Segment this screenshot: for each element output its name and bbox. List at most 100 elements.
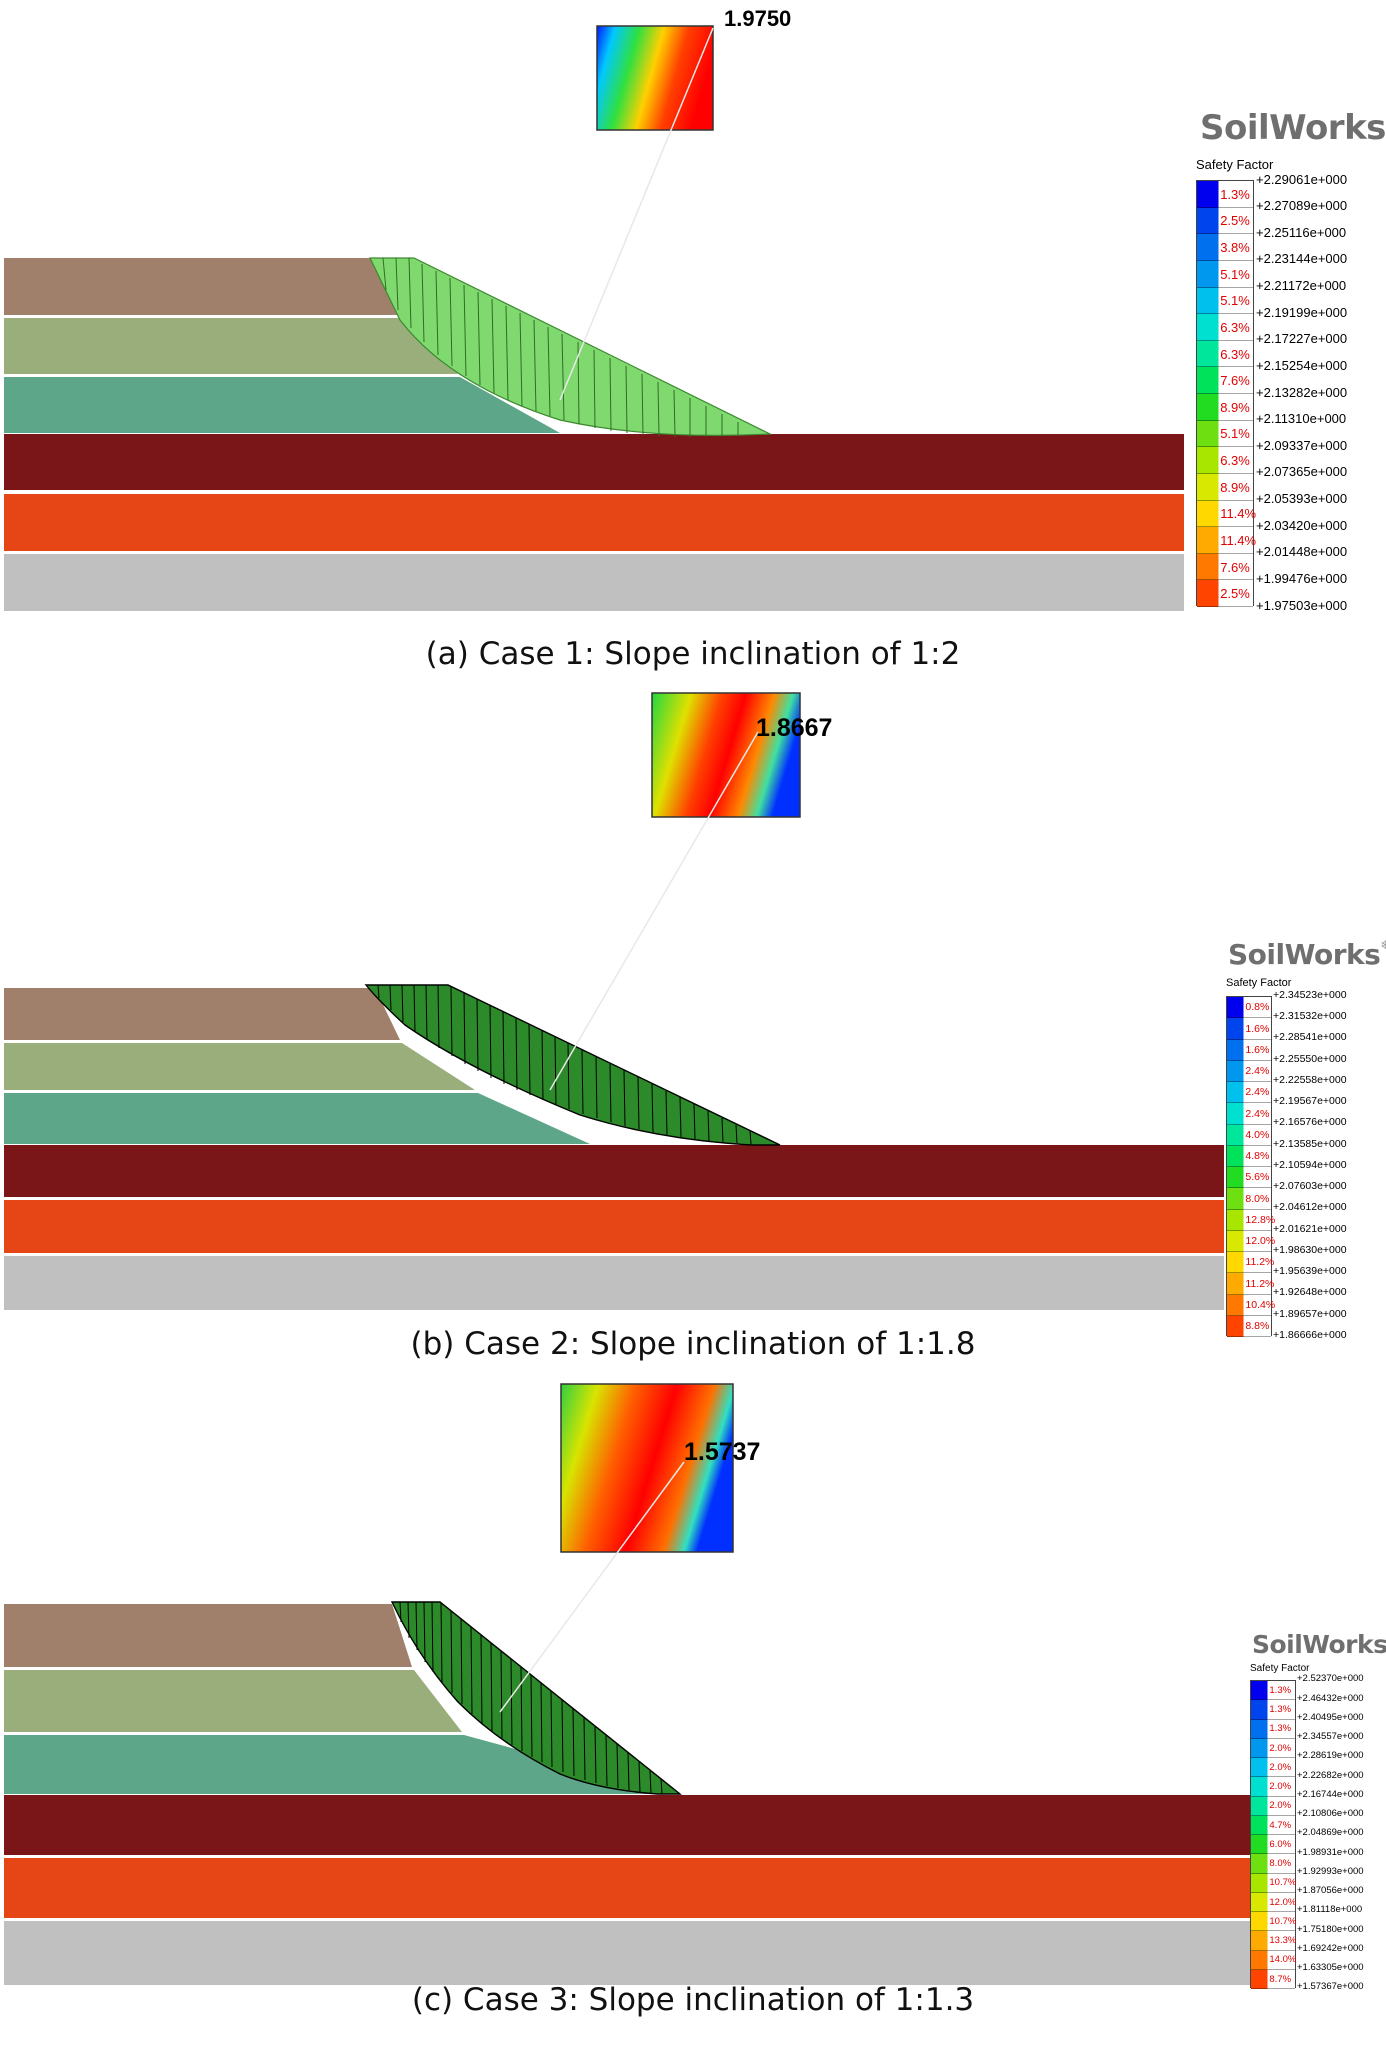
legend-case-2: SoilWorks❄ Safety Factor 0.8% 1.6% 1.6% 2.4…: [1224, 938, 1386, 1348]
scale-segment: [1227, 1294, 1271, 1316]
scale-percent: 8.9%: [1220, 479, 1250, 495]
scale-value: +1.86666e+000: [1273, 1328, 1347, 1341]
soilworks-logo: SoilWorks❄: [1228, 938, 1386, 971]
scale-percent: 5.1%: [1220, 293, 1250, 309]
scale-segment: [1197, 314, 1253, 341]
scale-value: +2.28541e+000: [1273, 1031, 1347, 1044]
scale-segment: [1227, 1124, 1271, 1146]
scale-segment: [1227, 1315, 1271, 1337]
soil-layer-6: [4, 1921, 1250, 1985]
panel-case-3: 1.5737 SoilWorks❄ Safety Factor 1.3%1.3%…: [0, 1382, 1386, 2057]
scale-value: +1.97503e+000: [1256, 597, 1348, 613]
scale-segment: [1197, 420, 1253, 448]
color-scale-bar: 1.3% 2.5% 3.8% 5.1% 5.1% 6.3% 6.3% 7.6% 8.9% 5.1%…: [1196, 180, 1257, 607]
scale-percent: 1.3%: [1269, 1684, 1292, 1696]
legend-title: Safety Factor: [1226, 977, 1292, 989]
scale-percent: 7.6%: [1220, 559, 1250, 575]
scale-percent: 11.2%: [1245, 1277, 1275, 1290]
scale-percent: 6.0%: [1269, 1838, 1292, 1850]
scale-value: +1.57367e+000: [1297, 1981, 1364, 1993]
slope-model-case-2: [4, 692, 1224, 1310]
scale-percent: 8.9%: [1220, 399, 1250, 415]
scale-segment: [1197, 553, 1253, 581]
scale-segment: [1197, 473, 1253, 501]
scale-segment: [1251, 1777, 1295, 1797]
scale-value: +2.11310e+000: [1256, 411, 1347, 427]
panel-case-1: 1.9750 SoilWorks❄ Safety Factor 1.3% 2.5%…: [0, 0, 1386, 690]
soil-layer-3: [4, 377, 560, 433]
scale-segment: [1227, 1145, 1271, 1167]
scale-segment: [1251, 1873, 1295, 1893]
center-grid-case-3: [560, 1383, 734, 1553]
safety-factor-label-case-3: 1.5737: [684, 1438, 761, 1466]
scale-percent: 4.0%: [1245, 1128, 1270, 1141]
scale-percent: 14.0%: [1269, 1954, 1297, 1966]
scale-percent: 10.4%: [1245, 1298, 1276, 1311]
scale-segment: [1197, 447, 1253, 474]
scale-value: +2.07603e+000: [1273, 1180, 1347, 1192]
scale-segment: [1197, 207, 1253, 235]
slip-surface-case-3: [390, 1601, 682, 1795]
scale-percent: 5.1%: [1220, 266, 1250, 282]
soil-layer-5: [4, 1858, 1250, 1918]
scale-segment: [1197, 287, 1253, 315]
scale-segment: [1227, 1039, 1271, 1061]
scale-value: +1.92993e+000: [1297, 1865, 1364, 1877]
scale-percent: 8.7%: [1269, 1973, 1292, 1985]
scale-percent: 6.3%: [1220, 453, 1250, 469]
soilworks-logo: SoilWorks❄: [1252, 1630, 1386, 1659]
scale-value: +2.16744e+000: [1297, 1788, 1364, 1800]
scale-segment: [1251, 1950, 1295, 1970]
scale-percent: 2.5%: [1220, 586, 1250, 602]
scale-value: +2.01448e+000: [1256, 544, 1348, 560]
slope-model-case-1: [4, 25, 1184, 611]
scale-segment: [1251, 1681, 1295, 1701]
scale-segment: [1251, 1854, 1295, 1874]
scale-segment: [1227, 1103, 1271, 1125]
slip-surface-case-2: [364, 984, 781, 1146]
scale-segment: [1197, 367, 1253, 394]
scale-segment: [1251, 1931, 1295, 1951]
scale-segment: [1251, 1758, 1295, 1778]
scale-value: +2.04612e+000: [1273, 1201, 1347, 1214]
caption-case-1: (a) Case 1: Slope inclination of 1:2: [425, 636, 961, 672]
scale-value: +1.99476e+000: [1256, 570, 1348, 586]
scale-percent: 11.4%: [1220, 506, 1257, 522]
scale-value: +1.89657e+000: [1273, 1307, 1347, 1320]
scale-percent: 2.0%: [1269, 1742, 1292, 1754]
caption-case-3: (c) Case 3: Slope inclination of 1:1.3: [411, 1982, 975, 2018]
scale-percent: 1.3%: [1269, 1704, 1292, 1716]
scale-segment: [1227, 997, 1271, 1019]
soil-layer-6: [4, 1256, 1224, 1310]
scale-percent: 3.8%: [1220, 240, 1250, 256]
scale-percent: 2.0%: [1269, 1781, 1292, 1793]
soil-layer-6: [4, 554, 1184, 611]
scale-percent: 12.8%: [1245, 1213, 1276, 1226]
scale-segment: [1197, 234, 1253, 261]
scale-value: +2.19567e+000: [1273, 1095, 1347, 1107]
scale-segment: [1197, 340, 1253, 368]
scale-value: +1.98931e+000: [1297, 1846, 1364, 1858]
scale-value: +2.10806e+000: [1297, 1808, 1364, 1819]
scale-percent: 0.8%: [1245, 1001, 1270, 1014]
soil-layer-2: [4, 318, 458, 374]
soil-layer-4: [4, 1145, 1224, 1197]
slice-lines-case-3: [399, 1601, 663, 1795]
scale-segment: [1227, 1273, 1271, 1295]
scale-value: +2.01621e+000: [1273, 1222, 1347, 1235]
scale-value: +2.21172e+000: [1256, 278, 1347, 293]
scale-value: +2.10594e+000: [1273, 1158, 1347, 1171]
scale-value: +2.19199e+000: [1256, 304, 1348, 320]
scale-segment: [1251, 1892, 1295, 1912]
soil-layer-4: [4, 1795, 1250, 1855]
scale-percent: 10.7%: [1269, 1877, 1297, 1889]
scale-segment: [1197, 527, 1253, 554]
scale-value: +2.03420e+000: [1256, 517, 1348, 533]
scale-percent: 8.0%: [1245, 1192, 1270, 1205]
scale-segment: [1227, 1167, 1271, 1189]
scale-segment: [1197, 500, 1253, 528]
scale-segment: [1251, 1969, 1295, 1989]
scale-value: +1.69242e+000: [1297, 1942, 1364, 1954]
slice-lines-case-1: [382, 257, 739, 438]
scale-value: +2.15254e+000: [1256, 357, 1348, 373]
